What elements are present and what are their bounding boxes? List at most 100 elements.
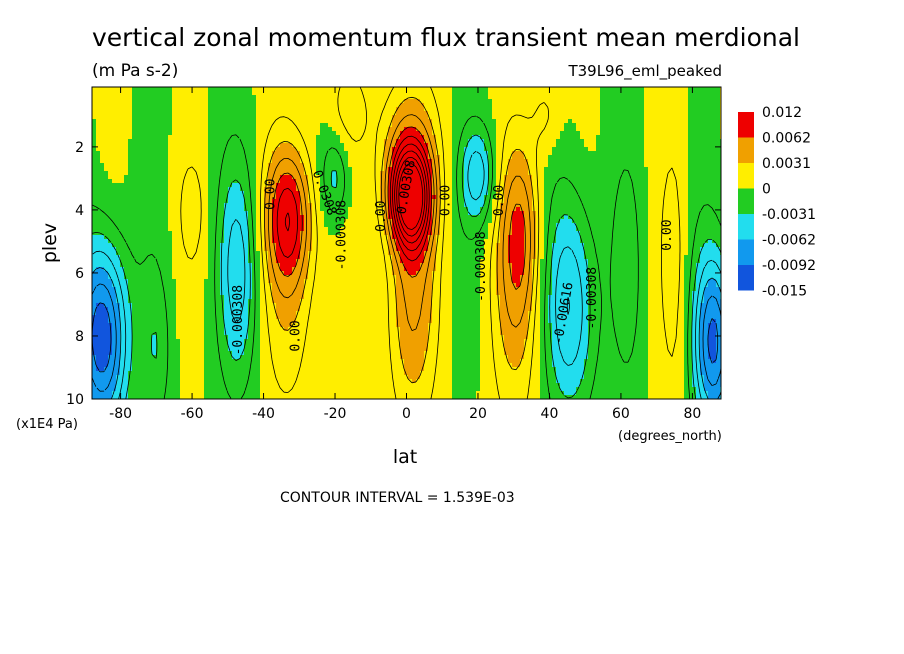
field-cell (108, 163, 113, 168)
field-cell (552, 143, 557, 148)
field-cell (184, 143, 189, 148)
field-cell (360, 187, 365, 192)
field-cell (312, 91, 317, 96)
field-cell (480, 95, 485, 100)
field-cell (276, 99, 281, 104)
field-cell (640, 127, 645, 132)
field-cell (524, 103, 529, 108)
field-cell (388, 155, 393, 160)
field-cell (224, 103, 229, 108)
field-cell (656, 155, 661, 160)
field-cell (328, 143, 333, 148)
field-cell (544, 135, 549, 140)
field-cell (120, 179, 125, 184)
field-cell (96, 107, 101, 112)
field-cell (400, 143, 405, 148)
field-cell (476, 167, 481, 172)
field-cell (700, 99, 705, 104)
field-cell (692, 111, 697, 116)
field-cell (124, 147, 129, 152)
field-cell (356, 175, 361, 180)
field-cell (604, 107, 609, 112)
field-cell (592, 143, 597, 148)
field-cell (280, 151, 285, 156)
field-cell (652, 119, 657, 124)
field-cell (400, 135, 405, 140)
field-cell (112, 175, 117, 180)
field-cell (716, 179, 721, 184)
field-cell (436, 191, 441, 196)
field-cell (612, 147, 617, 152)
field-cell (364, 159, 369, 164)
field-cell (100, 195, 105, 200)
field-cell (204, 203, 209, 208)
field-cell (496, 187, 501, 192)
field-cell (524, 159, 529, 164)
field-cell (160, 131, 165, 136)
field-cell (316, 195, 321, 200)
field-cell (552, 127, 557, 132)
field-cell (564, 207, 569, 212)
field-cell (400, 179, 405, 184)
field-cell (352, 103, 357, 108)
field-cell (328, 91, 333, 96)
field-cell (548, 167, 553, 172)
field-cell (648, 95, 653, 100)
field-cell (556, 199, 561, 204)
field-cell (248, 167, 253, 172)
field-cell (168, 127, 173, 132)
field-cell (444, 179, 449, 184)
field-cell (216, 203, 221, 208)
field-cell (392, 115, 397, 120)
field-cell (144, 199, 149, 204)
field-cell (704, 147, 709, 152)
field-cell (628, 151, 633, 156)
field-cell (116, 119, 121, 124)
field-cell (252, 99, 257, 104)
field-cell (516, 103, 521, 108)
field-cell (696, 187, 701, 192)
field-cell (196, 195, 201, 200)
field-cell (628, 107, 633, 112)
field-cell (660, 91, 665, 96)
field-cell (260, 127, 265, 132)
field-cell (572, 159, 577, 164)
field-cell (588, 115, 593, 120)
field-cell (288, 187, 293, 192)
field-cell (384, 179, 389, 184)
field-cell (612, 199, 617, 204)
field-cell (428, 143, 433, 148)
field-cell (344, 179, 349, 184)
field-cell (560, 119, 565, 124)
field-cell (100, 143, 105, 148)
field-cell (380, 155, 385, 160)
field-cell (132, 87, 137, 92)
field-cell (568, 107, 573, 112)
field-cell (652, 167, 657, 172)
field-cell (444, 95, 449, 100)
field-cell (468, 87, 473, 92)
field-cell (556, 115, 561, 120)
field-cell (116, 203, 121, 208)
field-cell (316, 99, 321, 104)
field-cell (556, 187, 561, 192)
field-cell (708, 183, 713, 188)
field-cell (560, 123, 565, 128)
field-cell (244, 99, 249, 104)
field-cell (456, 99, 461, 104)
field-cell (636, 103, 641, 108)
field-cell (432, 115, 437, 120)
field-cell (96, 127, 101, 132)
field-cell (512, 159, 517, 164)
field-cell (408, 175, 413, 180)
field-cell (372, 211, 377, 216)
field-cell (240, 155, 245, 160)
field-cell (228, 183, 233, 188)
field-cell (292, 95, 297, 100)
field-cell (136, 147, 141, 152)
field-cell (192, 95, 197, 100)
field-cell (512, 131, 517, 136)
field-cell (128, 195, 133, 200)
field-cell (356, 163, 361, 168)
field-cell (472, 171, 477, 176)
